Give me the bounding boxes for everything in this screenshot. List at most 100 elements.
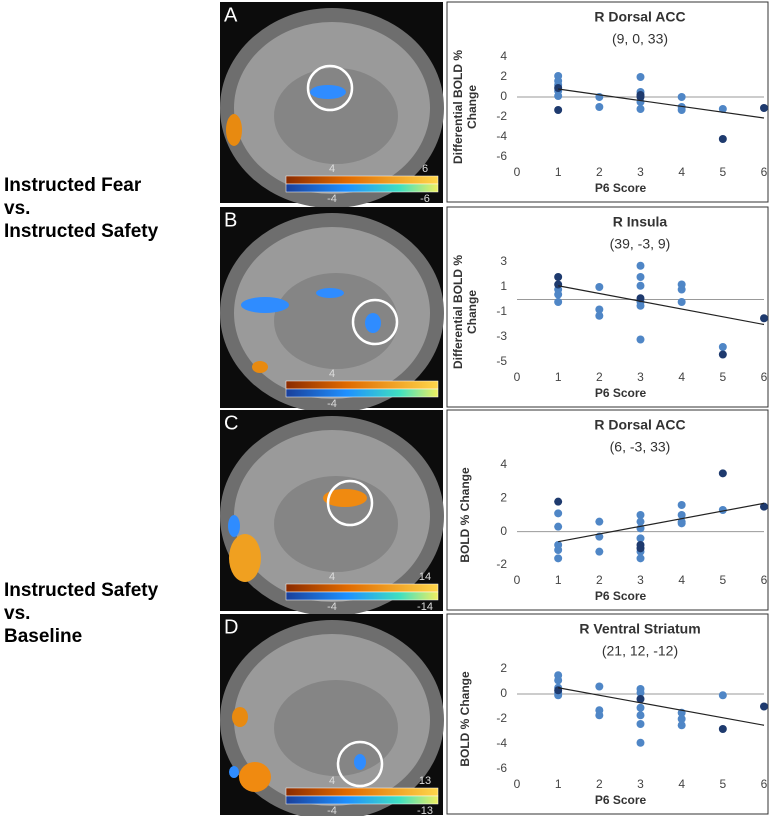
data-point (637, 282, 645, 290)
x-tick-label: 6 (761, 370, 768, 384)
x-tick-label: 2 (596, 777, 603, 791)
y-tick-label: -4 (496, 129, 507, 143)
colorbar-top (286, 788, 438, 796)
data-point (637, 73, 645, 81)
chart-subtitle: (6, -3, 33) (610, 439, 671, 455)
x-tick-label: 5 (719, 777, 726, 791)
colorbar-label: -4 (327, 805, 337, 816)
activation (365, 313, 381, 333)
y-tick-label: 3 (500, 254, 507, 268)
brain-panel: A46-4-6 (220, 2, 444, 208)
data-point (554, 92, 562, 100)
activation (226, 114, 242, 146)
data-point (678, 721, 686, 729)
activation (232, 707, 248, 727)
data-point (554, 546, 562, 554)
x-tick-label: 5 (719, 370, 726, 384)
colorbar-label: 4 (329, 163, 335, 175)
activation (252, 361, 268, 373)
data-point (637, 105, 645, 113)
data-point (678, 501, 686, 509)
x-tick-label: 1 (555, 777, 562, 791)
x-tick-label: 3 (637, 165, 644, 179)
data-point (554, 686, 562, 694)
activation (229, 534, 261, 582)
activation (229, 766, 239, 778)
activation (354, 754, 366, 770)
x-axis-label: P6 Score (595, 589, 647, 603)
panel-letter: B (224, 209, 237, 231)
y-tick-label: 0 (500, 686, 507, 700)
colorbar-label: 4 (329, 571, 335, 583)
x-tick-label: 4 (678, 370, 685, 384)
x-tick-label: 2 (596, 573, 603, 587)
x-tick-label: 5 (719, 573, 726, 587)
data-point (637, 704, 645, 712)
data-point (595, 312, 603, 320)
y-tick-label: -5 (496, 354, 507, 368)
data-point (554, 554, 562, 562)
x-axis-label: P6 Score (595, 793, 647, 807)
activation (310, 85, 346, 99)
group-label: Instructed Safety (4, 580, 159, 601)
data-point (760, 703, 768, 711)
panel-letter: A (224, 4, 238, 26)
colorbar-label: 14 (419, 571, 431, 583)
colorbar-label: -6 (420, 193, 430, 205)
x-tick-label: 3 (637, 370, 644, 384)
figure: Instructed Fearvs.Instructed SafetyInstr… (0, 0, 770, 816)
y-tick-label: 2 (500, 661, 507, 675)
brain-inner (274, 680, 398, 776)
x-tick-label: 6 (761, 573, 768, 587)
y-axis-label: BOLD % Change (458, 467, 472, 563)
data-point (554, 509, 562, 517)
x-axis-label: P6 Score (595, 386, 647, 400)
data-point (595, 711, 603, 719)
colorbar-label: 13 (419, 775, 431, 787)
data-point (637, 554, 645, 562)
y-axis-label: BOLD % Change (458, 671, 472, 767)
data-point (760, 314, 768, 322)
y-tick-label: -2 (496, 109, 507, 123)
brain-inner (274, 68, 398, 164)
y-axis-label: Change (465, 290, 479, 334)
x-tick-label: 1 (555, 573, 562, 587)
x-tick-label: 0 (514, 165, 521, 179)
x-tick-label: 3 (637, 573, 644, 587)
group-label: Baseline (4, 626, 82, 647)
y-axis-label: Differential BOLD % (451, 255, 465, 369)
panel-letter: D (224, 616, 238, 638)
chart-subtitle: (21, 12, -12) (602, 643, 678, 659)
x-tick-label: 1 (555, 370, 562, 384)
x-axis-label: P6 Score (595, 181, 647, 195)
data-point (637, 711, 645, 719)
data-point (637, 262, 645, 270)
colorbar-label: -4 (327, 398, 337, 410)
y-tick-label: 4 (500, 49, 507, 63)
y-tick-label: -1 (496, 304, 507, 318)
colorbar-label: 4 (329, 368, 335, 380)
data-point (595, 683, 603, 691)
data-point (678, 519, 686, 527)
y-tick-label: -2 (496, 557, 507, 571)
chart-title: R Dorsal ACC (594, 9, 685, 25)
data-point (637, 302, 645, 310)
data-point (678, 286, 686, 294)
x-tick-label: 3 (637, 777, 644, 791)
colorbar-label: -4 (327, 193, 337, 205)
chart-title: R Insula (613, 214, 668, 230)
colorbar-label: -4 (327, 601, 337, 613)
activation (239, 762, 271, 792)
x-tick-label: 4 (678, 777, 685, 791)
colorbar-top (286, 381, 438, 389)
data-point (678, 298, 686, 306)
x-tick-label: 6 (761, 165, 768, 179)
data-point (719, 691, 727, 699)
colorbar-label: -13 (417, 805, 433, 816)
data-point (637, 720, 645, 728)
chart-title: R Ventral Striatum (579, 621, 700, 637)
colorbar-top (286, 584, 438, 592)
x-tick-label: 0 (514, 573, 521, 587)
data-point (637, 273, 645, 281)
